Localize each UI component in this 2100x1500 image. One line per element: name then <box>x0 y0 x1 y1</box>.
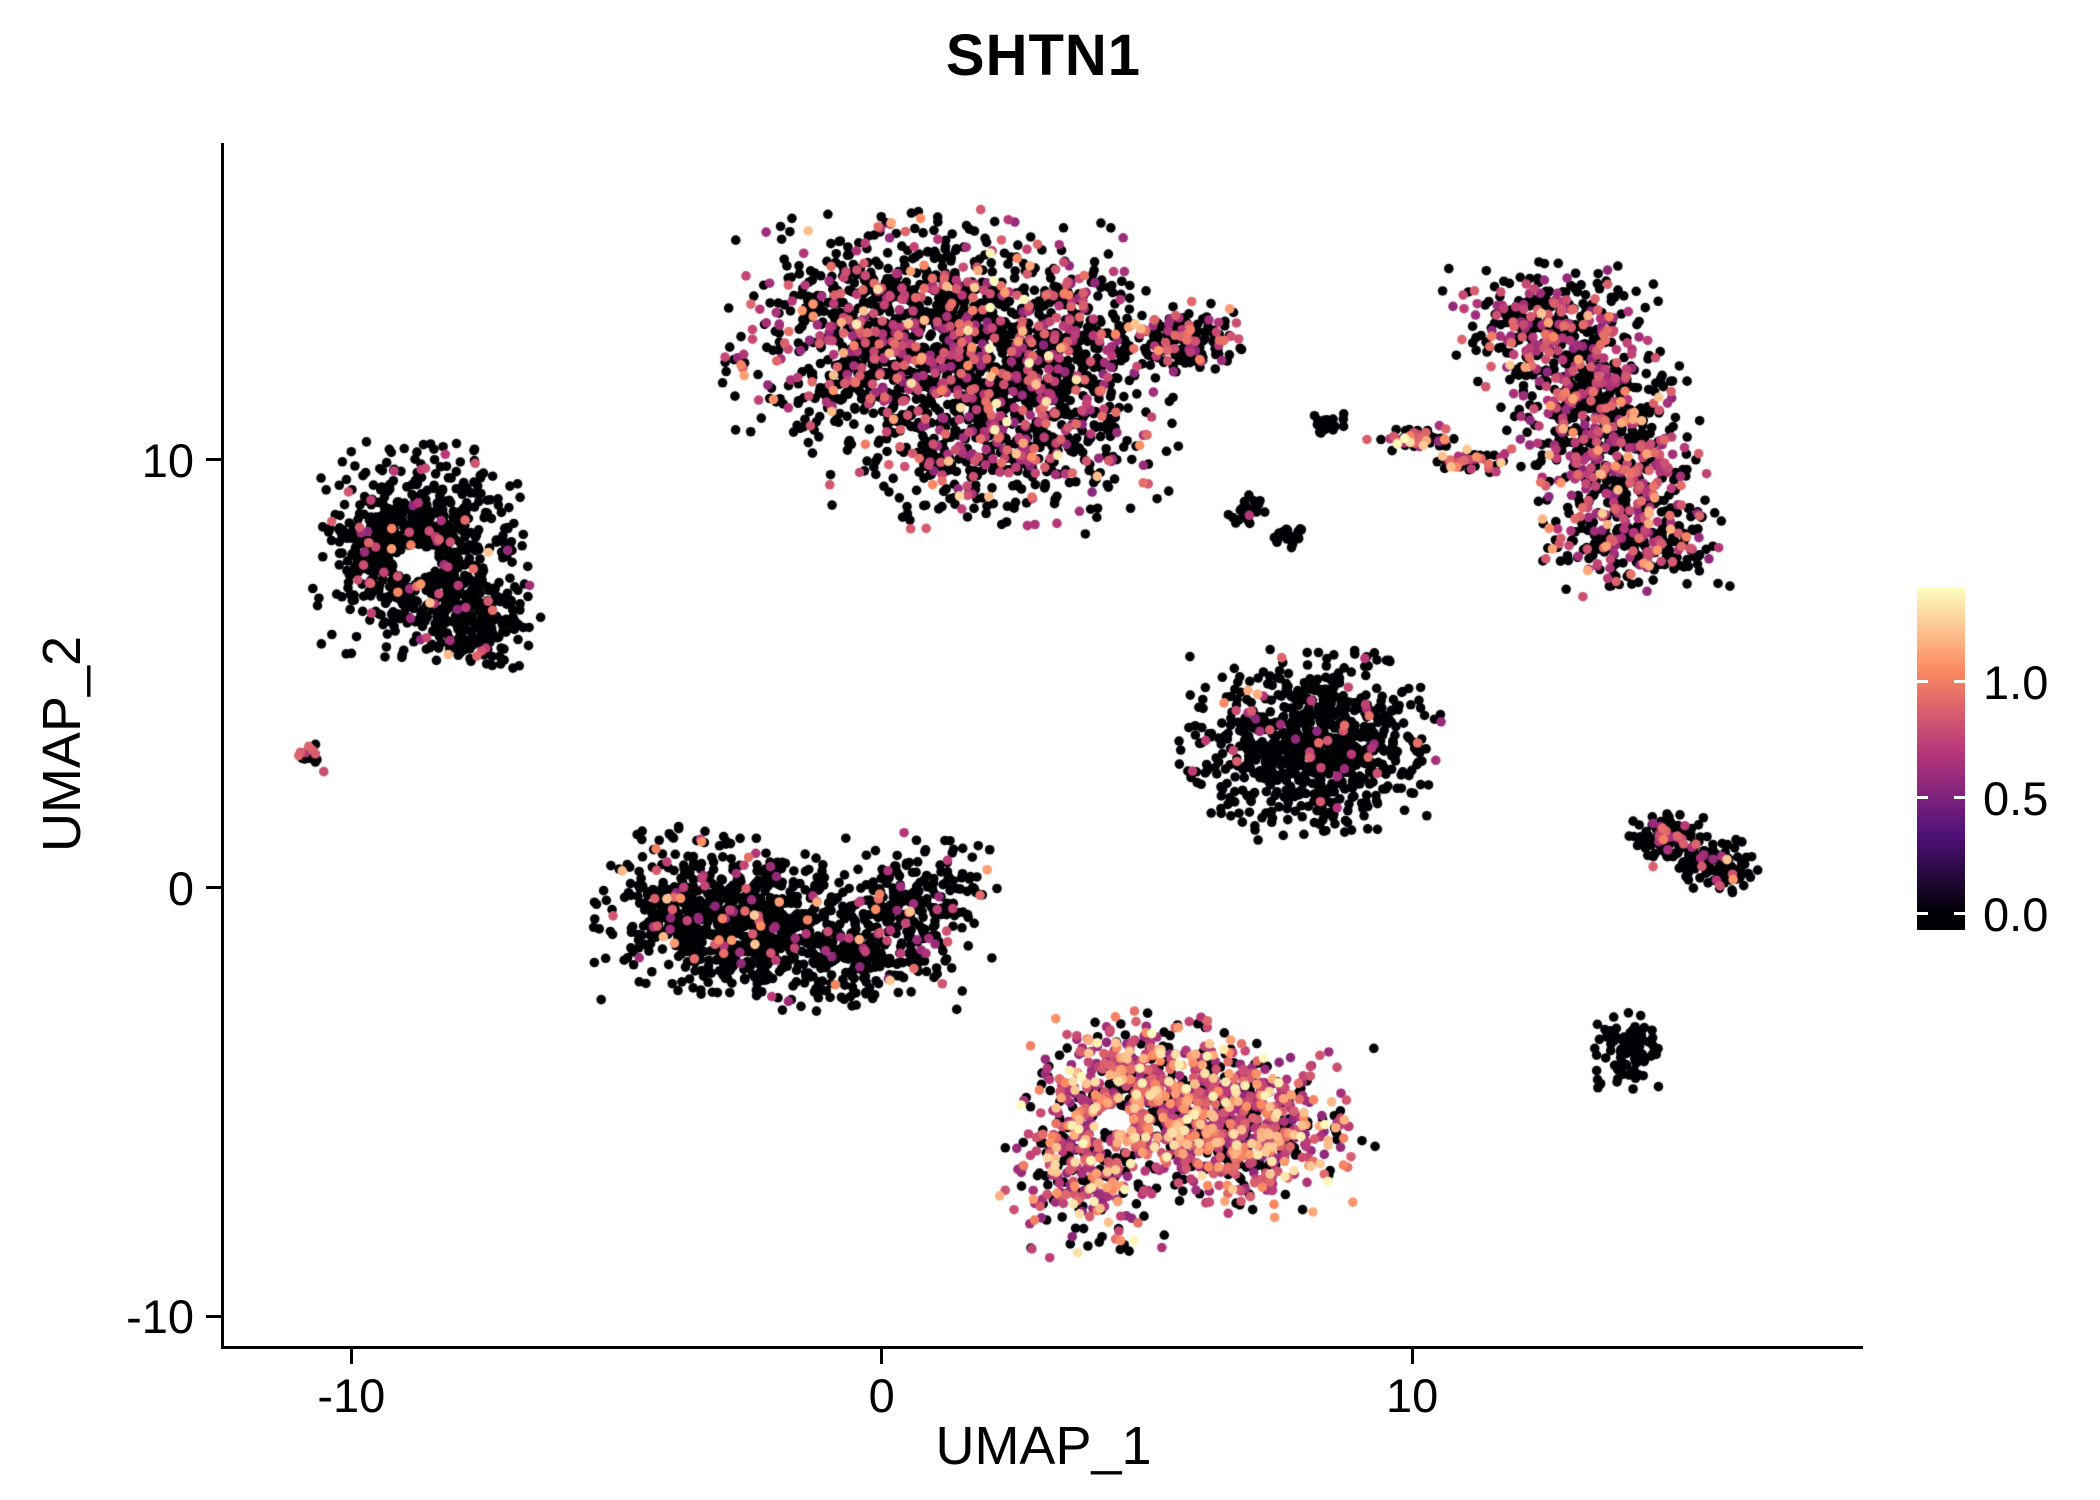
y-axis-title: UMAP_2 <box>32 635 92 853</box>
x-tick-label: 0 <box>868 1369 895 1422</box>
scatter-canvas <box>224 143 1863 1346</box>
plot-title: SHTN1 <box>945 23 1142 88</box>
x-tick-label: -10 <box>317 1369 386 1422</box>
y-tick-mark <box>206 1314 221 1318</box>
x-tick-mark <box>349 1349 353 1364</box>
x-axis-title: UMAP_1 <box>935 1416 1152 1476</box>
x-tick-mark <box>1410 1349 1414 1364</box>
colorbar-tick-mark <box>1954 680 1965 684</box>
colorbar-gradient <box>1917 588 1965 930</box>
y-tick-mark <box>206 886 221 890</box>
y-axis-line <box>221 143 224 1349</box>
colorbar-tick-label: 1.0 <box>1983 655 2049 709</box>
x-tick-label: 10 <box>1386 1369 1439 1422</box>
y-tick-label: 10 <box>141 433 194 487</box>
x-tick-mark <box>880 1349 884 1364</box>
y-tick-label: -10 <box>126 1290 194 1344</box>
colorbar-tick-mark <box>1954 912 1965 916</box>
x-axis-line <box>221 1346 1863 1349</box>
colorbar-tick-mark <box>1917 912 1928 916</box>
colorbar-tick-label: 0.5 <box>1983 771 2049 825</box>
colorbar-tick-mark <box>1917 796 1928 800</box>
y-tick-label: 0 <box>167 861 194 915</box>
colorbar-tick-label: 0.0 <box>1983 887 2049 941</box>
colorbar-tick-mark <box>1917 680 1928 684</box>
colorbar-tick-mark <box>1954 796 1965 800</box>
y-tick-mark <box>206 458 221 462</box>
